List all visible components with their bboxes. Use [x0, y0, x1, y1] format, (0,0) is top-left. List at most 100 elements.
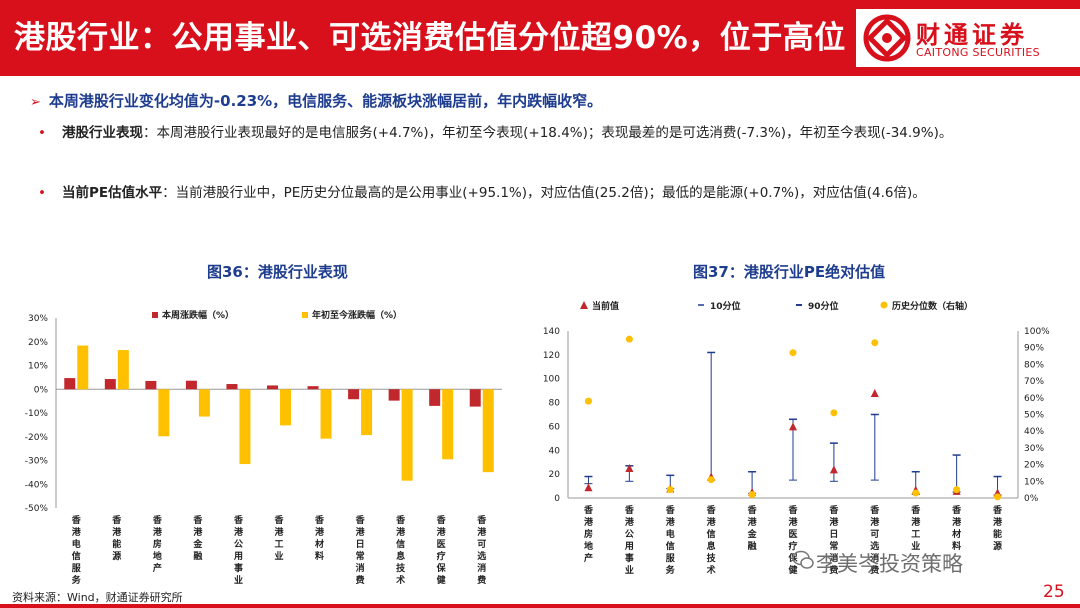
x-category-label: 香港金融: [747, 504, 758, 552]
percentile-marker: [789, 349, 797, 357]
y-tick-label-right: 100%: [1024, 327, 1050, 337]
y-tick-label-right: 30%: [1024, 444, 1044, 454]
x-category-label: 香港工业: [910, 504, 921, 552]
bar: [429, 389, 441, 406]
bar: [77, 345, 89, 390]
legend-label: 年初至今涨跌幅（%）: [312, 309, 402, 321]
slide-title: 港股行业：公用事业、可选消费估值分位超90%，位于高位: [14, 20, 846, 56]
legend-swatch: [152, 312, 158, 318]
y-tick-label: -50%: [25, 504, 49, 514]
bar: [442, 389, 454, 460]
current-value-marker: [829, 465, 838, 474]
percentile-marker: [625, 335, 633, 343]
bar: [320, 389, 332, 439]
y-tick-label-left: 20: [549, 470, 561, 480]
x-category-label: 香港可选消费: [476, 514, 487, 586]
y-tick-label-right: 90%: [1024, 344, 1044, 354]
percentile-marker: [666, 486, 674, 494]
y-tick-label: -40%: [25, 480, 49, 490]
legend-label: 10分位: [710, 300, 741, 312]
chart37-title: 图37：港股行业PE绝对估值: [693, 263, 886, 281]
x-category-label: 香港信息技术: [706, 504, 717, 576]
x-category-label: 香港公用事业: [233, 514, 244, 586]
percentile-marker: [707, 476, 715, 484]
y-tick-label-left: 140: [543, 327, 560, 337]
data-source: 资料来源：Wind，财通证券研究所: [12, 591, 183, 604]
y-tick-label-right: 50%: [1024, 411, 1044, 421]
y-tick-label: 10%: [28, 362, 48, 372]
legend-dot-icon: [880, 301, 888, 309]
y-tick-label-right: 70%: [1024, 377, 1044, 387]
percentile-marker: [953, 486, 961, 494]
bullet-dot-icon: •: [38, 185, 46, 201]
wechat-watermark: 李美岑投资策略: [816, 552, 963, 576]
bullet-valuation: • 当前PE估值水平：当前港股行业中，PE历史分位最高的是公用事业(+95.1%…: [38, 182, 1052, 204]
bar: [198, 389, 210, 417]
logo-english-name: CAITONG SECURITIES: [916, 46, 1040, 59]
bullet-text: ：当前港股行业中，PE历史分位最高的是公用事业(+95.1%)，对应估值(25.…: [162, 185, 926, 201]
bar: [280, 389, 291, 426]
y-tick-label-left: 60: [549, 422, 561, 432]
bullet-label: 港股行业表现: [62, 125, 143, 141]
y-tick-label: -10%: [25, 409, 49, 419]
legend-label: 历史分位数（右轴）: [892, 300, 973, 312]
x-category-label: 香港日常消费: [828, 504, 839, 576]
y-tick-label-left: 100: [543, 375, 560, 385]
current-value-marker: [870, 389, 879, 398]
chart36-title: 图36：港股行业表现: [207, 263, 348, 281]
x-category-label: 香港可选消费: [869, 504, 880, 576]
y-tick-label-right: 80%: [1024, 360, 1044, 370]
bar: [401, 389, 413, 481]
bullet-dot-icon: •: [38, 125, 46, 141]
bar: [104, 379, 116, 390]
industry-pe-chart: 140 120 100 80 60 40 20 0 100% 90% 80% 70% 60% 50% 40%…: [543, 300, 1050, 576]
y-tick-label-left: 0: [554, 494, 560, 504]
slide-header: 港股行业：公用事业、可选消费估值分位超90%，位于高位 财通证券 CAITONG…: [0, 0, 1080, 76]
x-category-label: 香港房地产: [583, 504, 594, 564]
legend-swatch: [302, 312, 308, 318]
legend-label: 90分位: [808, 300, 839, 312]
logo-chinese-name: 财通证券: [916, 21, 1028, 49]
arrow-bullet-icon: ➢: [30, 95, 41, 110]
caitong-logo-icon: [863, 14, 911, 62]
x-category-label: 香港医疗保健: [436, 514, 447, 586]
current-value-marker: [625, 463, 634, 472]
x-category-label: 香港金融: [192, 514, 203, 562]
x-category-label: 香港能源: [992, 504, 1003, 552]
current-value-marker: [584, 483, 593, 492]
y-tick-label: 30%: [28, 314, 48, 324]
summary-line: ➢ 本周港股行业变化均值为-0.23%，电信服务、能源板块涨幅居前，年内跌幅收窄。: [30, 90, 602, 111]
x-category-label: 香港日常消费: [355, 514, 366, 586]
x-category-label: 香港材料: [314, 514, 325, 562]
y-tick-label-right: 20%: [1024, 461, 1044, 471]
x-category-label: 香港公用事业: [624, 504, 635, 576]
bar: [239, 389, 251, 465]
percentile-marker: [912, 489, 920, 497]
y-tick-label-left: 120: [543, 351, 560, 361]
y-tick-label-right: 60%: [1024, 394, 1044, 404]
x-category-label: 香港电信服务: [665, 504, 676, 576]
percentile-marker: [871, 339, 879, 347]
legend-label: 本周涨跌幅（%）: [162, 309, 234, 321]
bottom-accent-line: [0, 604, 1080, 608]
bullet-label: 当前PE估值水平: [62, 185, 163, 201]
legend-label: 当前值: [592, 300, 619, 312]
bullet-performance: • 港股行业表现：本周港股行业表现最好的是电信服务(+4.7%)，年初至今表现(…: [38, 122, 1052, 144]
summary-text: 本周港股行业变化均值为-0.23%，电信服务、能源板块涨幅居前，年内跌幅收窄。: [48, 92, 603, 110]
percentile-marker: [830, 409, 838, 417]
legend-triangle-icon: [580, 301, 588, 309]
bar: [185, 380, 197, 390]
y-tick-label: -20%: [25, 433, 49, 443]
bar: [267, 385, 278, 390]
bar: [361, 389, 373, 436]
wechat-icon: [792, 550, 814, 569]
current-value-marker: [789, 422, 797, 431]
y-tick-label-right: 40%: [1024, 427, 1044, 437]
x-category-label: 香港信息技术: [395, 514, 406, 586]
y-tick-label: 20%: [28, 338, 48, 348]
x-category-label: 香港工业: [273, 514, 284, 562]
bar: [388, 389, 400, 401]
bar: [226, 384, 238, 390]
y-tick-label-right: 10%: [1024, 477, 1044, 487]
percentile-marker: [994, 493, 1002, 501]
